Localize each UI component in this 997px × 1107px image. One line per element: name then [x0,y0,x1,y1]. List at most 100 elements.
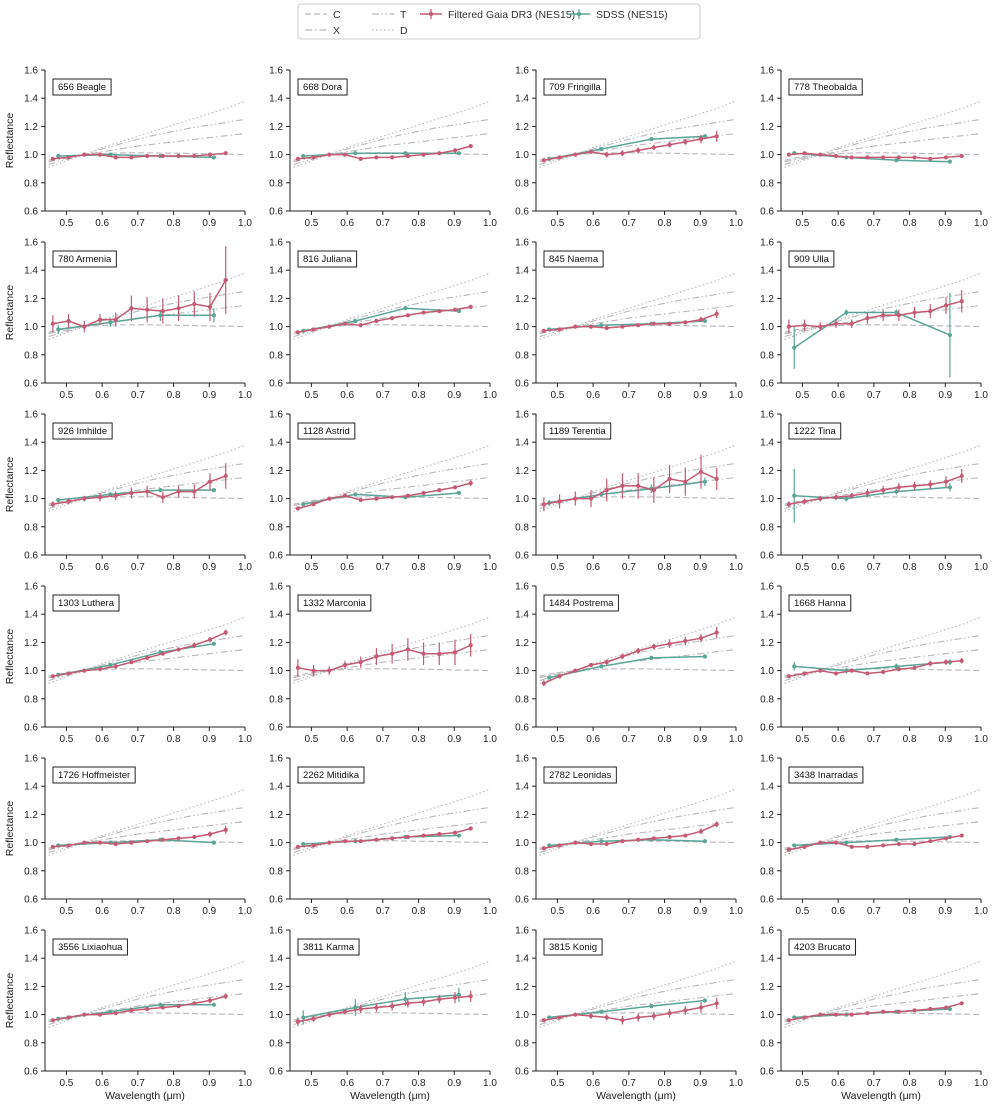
y-tick-label: 1.6 [760,926,774,937]
legend-swatch-marker [576,11,582,17]
x-tick-label: 0.9 [202,906,216,917]
gaia-point [588,496,594,501]
gaia-point [207,637,213,642]
gaia-point [390,651,395,656]
y-tick-label: 1.2 [760,466,774,477]
y-tick-label: 0.6 [269,723,283,734]
gaia-point [881,1009,886,1014]
gaia-point [959,658,964,663]
sdss-point [599,146,604,152]
x-tick-label: 0.5 [795,390,809,401]
sdss-point [456,833,462,838]
sdss-point [894,664,899,669]
gaia-point [802,844,807,849]
gaia-point [390,836,395,841]
x-tick-label: 0.7 [376,734,390,745]
template-line-x [784,304,982,335]
x-tick-label: 0.8 [658,218,672,229]
panel-1332-marconia: 0.5 0.6 0.7 0.8 0.9 1.0 0.6 0.8 1.0 1.2 1.4 1.6 1332… [269,582,497,746]
legend-label: Filtered Gaia DR3 (NES15) [448,9,575,21]
gaia-series-line [788,475,962,505]
x-tick-label: 0.6 [95,734,109,745]
gaia-point [683,1008,688,1013]
x-tick-label: 0.7 [131,1078,145,1089]
gaia-point [683,320,688,325]
gaia-point [113,1011,118,1016]
template-line-d [539,788,737,856]
gaia-point [849,1012,854,1017]
x-tick-label: 1.0 [974,390,988,401]
y-tick-label: 1.4 [515,610,529,621]
panel-title: 4203 Brucato [794,942,851,953]
gaia-point [145,153,150,159]
gaia-point [651,488,656,493]
template-line-d [784,272,982,340]
sdss-point [403,306,408,311]
y-tick-label: 1.2 [760,638,774,649]
gaia-point [865,1011,870,1016]
gaia-point [557,499,562,504]
y-tick-label: 1.6 [760,410,774,421]
panel-title-box [788,766,864,784]
gaia-point [390,316,395,321]
panel-1222-tina: 0.5 0.6 0.7 0.8 0.9 1.0 0.6 0.8 1.0 1.2 1.4 1.6 1222… [760,410,988,574]
y-tick-label: 0.8 [760,350,774,361]
y-axis-label: Reflectance [4,457,16,513]
sdss-point [599,323,604,328]
gaia-point [620,324,625,329]
y-tick-label: 0.8 [515,1038,529,1049]
sdss-point [599,1009,604,1014]
y-tick-label: 1.6 [515,754,529,765]
gaia-point [50,1018,55,1023]
gaia-point [295,665,300,670]
legend-frame [297,3,701,40]
template-line-c [48,668,246,677]
x-tick-label: 1.0 [729,734,743,745]
gaia-point [66,318,71,324]
gaia-point [881,313,886,318]
y-tick-label: 0.8 [269,694,283,705]
y-tick-label: 0.6 [515,723,529,734]
sdss-point [403,151,408,156]
panel-title: 780 Armenia [58,254,112,265]
gaia-point [636,1015,641,1020]
gaia-point [636,648,641,653]
sdss-point [702,134,708,139]
sdss-point [844,840,849,845]
gaia-point [421,999,426,1005]
x-tick-label: 0.6 [586,218,600,229]
x-tick-label: 0.9 [202,562,216,573]
sdss-point [158,488,163,493]
template-line-d [539,100,737,168]
gaia-series-line [52,152,226,160]
sdss-point [792,345,797,350]
gaia-point [145,1006,150,1012]
x-tick-label: 0.9 [693,562,707,573]
template-line-x [48,820,246,851]
panel-3815-konig: 0.5 0.6 0.7 0.8 0.9 1.0 0.6 0.8 1.0 1.2 1.4 1.6 3815… [515,926,743,1103]
y-tick-label: 0.8 [24,866,38,877]
y-tick-label: 1.2 [269,982,283,993]
panel-title: 1726 Hoffmeister [58,770,130,781]
gaia-series-line [788,1002,962,1021]
sdss-point [56,153,61,159]
sdss-point [108,492,113,497]
panel-title: 656 Beagle [58,82,106,93]
x-tick-label: 0.7 [867,906,881,917]
y-tick-label: 1.4 [24,94,38,105]
y-tick-label: 0.6 [760,379,774,390]
x-tick-label: 0.8 [903,390,917,401]
x-tick-label: 0.6 [586,390,600,401]
sdss-point [894,837,899,842]
panel-title: 1189 Terentia [549,426,606,437]
gaia-point [113,841,118,847]
y-tick-label: 1.4 [269,94,283,105]
gaia-point [557,1015,562,1020]
template-line-d [784,788,982,856]
gaia-point [636,837,641,842]
x-tick-label: 1.0 [974,562,988,573]
x-tick-label: 0.5 [795,734,809,745]
x-tick-label: 0.7 [131,562,145,573]
gaia-point [786,152,791,157]
y-tick-label: 1.6 [515,66,529,77]
